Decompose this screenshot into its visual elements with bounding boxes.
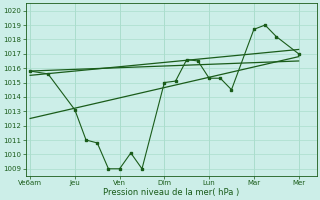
X-axis label: Pression niveau de la mer( hPa ): Pression niveau de la mer( hPa ) — [103, 188, 239, 197]
